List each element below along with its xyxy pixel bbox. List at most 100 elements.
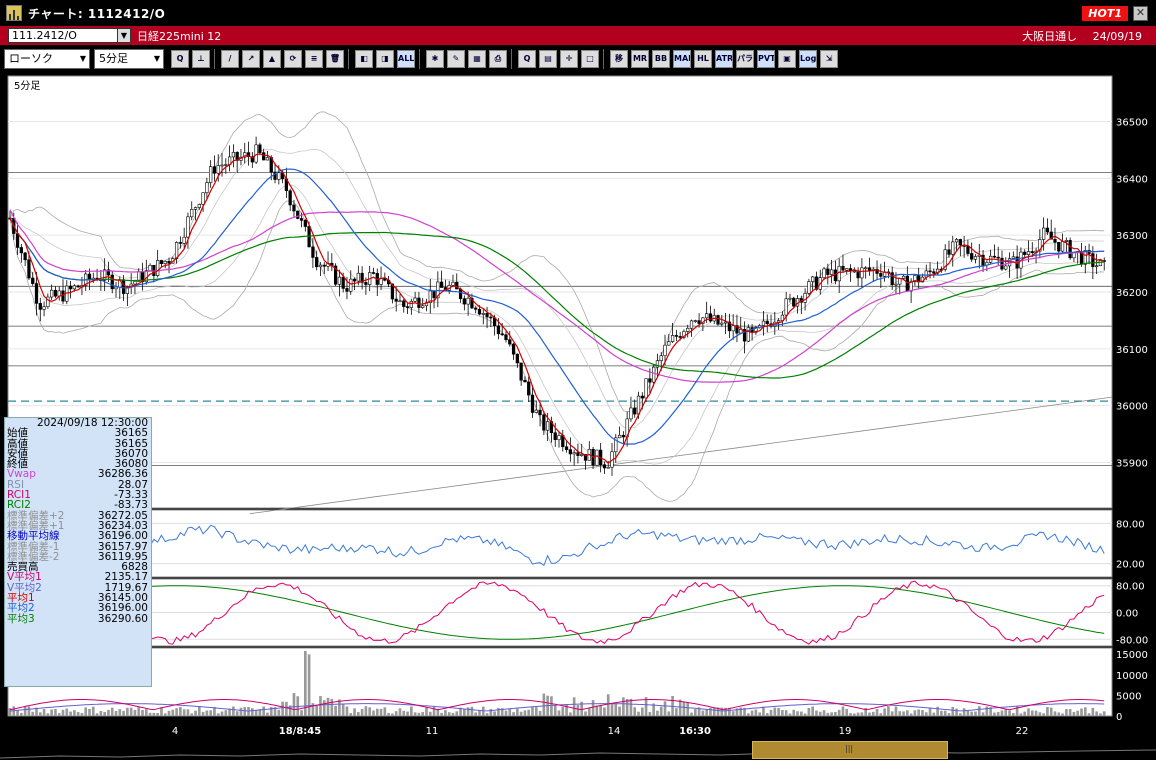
candle-body xyxy=(1030,251,1034,253)
candle-body xyxy=(46,296,50,308)
ma-icon[interactable]: 移 xyxy=(610,50,628,68)
volume-bar xyxy=(781,710,784,716)
candle-body xyxy=(837,265,841,282)
price-tick-label: 36500 xyxy=(1116,117,1148,128)
candle-body xyxy=(292,204,296,212)
cursor-icon[interactable]: ▲ xyxy=(263,50,281,68)
candle-body xyxy=(1057,242,1061,252)
volume-bar xyxy=(186,709,190,716)
candle-body xyxy=(341,276,345,289)
volume-bar xyxy=(254,710,258,716)
atr-icon[interactable]: ATR xyxy=(715,50,733,68)
candle-body xyxy=(356,272,360,282)
volume-bar xyxy=(883,708,886,716)
candle2-icon[interactable]: ◨ xyxy=(376,50,394,68)
export-icon[interactable]: ⇲ xyxy=(820,50,838,68)
volume-bar xyxy=(701,710,705,716)
mr-icon[interactable]: MR xyxy=(631,50,649,68)
volume-bar xyxy=(690,712,693,716)
candle-body xyxy=(614,437,618,453)
volume-bar xyxy=(709,707,712,716)
volume-bar xyxy=(538,710,542,716)
horizontal-scrollbar[interactable]: ||| xyxy=(0,740,1156,760)
volume-bar xyxy=(375,708,379,716)
volume-bar xyxy=(478,710,481,716)
list-icon[interactable]: ≡ xyxy=(305,50,323,68)
volume-bar xyxy=(330,698,334,716)
candle-body xyxy=(190,209,194,218)
volume-bar xyxy=(466,707,470,716)
refresh-icon[interactable]: ⟳ xyxy=(284,50,302,68)
volume-bar xyxy=(837,709,841,716)
volume-bar xyxy=(731,711,735,716)
volume-bar xyxy=(334,705,337,716)
palette-icon[interactable]: ▦ xyxy=(468,50,486,68)
table-icon[interactable]: ▤ xyxy=(539,50,557,68)
volume-bar xyxy=(875,708,879,716)
draw-line-icon[interactable]: / xyxy=(221,50,239,68)
info-value: 28.07 xyxy=(117,478,148,491)
candle-body xyxy=(231,151,236,158)
candle-body xyxy=(602,464,607,469)
volume-bar xyxy=(410,706,413,716)
zoom-icon[interactable]: Q xyxy=(171,50,189,68)
volume-bar xyxy=(807,707,811,716)
candle-body xyxy=(1011,256,1015,259)
toolbar-separator xyxy=(348,49,352,69)
volume-tick-label: 10000 xyxy=(1116,671,1148,682)
candle-body xyxy=(670,335,675,342)
box-icon[interactable]: ▣ xyxy=(778,50,796,68)
trend-tool-icon[interactable]: ↗ xyxy=(242,50,260,68)
volume-bar xyxy=(360,708,364,716)
candle-body xyxy=(860,267,864,279)
interval-select[interactable]: 5分足 ▼ xyxy=(94,49,164,69)
volume-bar xyxy=(815,710,818,716)
volume-bar xyxy=(440,712,443,716)
mae-icon[interactable]: MAE xyxy=(673,50,691,68)
candle-body xyxy=(496,325,501,335)
volume-bar xyxy=(909,713,913,716)
all-icon[interactable]: ALL xyxy=(397,50,415,68)
volume-bar xyxy=(516,708,519,716)
candle-icon[interactable]: ◧ xyxy=(355,50,373,68)
volume-bar xyxy=(902,711,905,716)
print-icon[interactable]: ⎙ xyxy=(489,50,507,68)
log-icon[interactable]: Log xyxy=(799,50,817,68)
search-icon[interactable]: Q xyxy=(518,50,536,68)
bb-icon[interactable]: BB xyxy=(652,50,670,68)
pvt-icon[interactable]: PVT xyxy=(757,50,775,68)
candle-body xyxy=(254,144,258,163)
chart-canvas[interactable]: 5分足 36500 36400 36300 36200 36100 36000 35900 80… xyxy=(0,73,1156,740)
volume-bar xyxy=(728,707,731,716)
chevron-down-icon[interactable]: ▼ xyxy=(118,28,131,43)
wrench-icon[interactable]: ✎ xyxy=(447,50,465,68)
cross-icon[interactable]: ✛ xyxy=(560,50,578,68)
symbol-code-input[interactable]: 111.2412/O xyxy=(8,28,118,43)
candle-body xyxy=(34,283,39,304)
volume-bar xyxy=(712,707,716,716)
info-label: 安値 xyxy=(7,447,28,460)
hl-icon[interactable]: HL xyxy=(694,50,712,68)
close-icon[interactable]: ✕ xyxy=(1133,6,1148,21)
hot-button[interactable]: HOT1 xyxy=(1082,6,1128,21)
chart-type-select[interactable]: ローソク ▼ xyxy=(4,49,90,69)
para-icon[interactable]: パラ xyxy=(736,50,754,68)
scrollbar-thumb[interactable]: ||| xyxy=(752,741,948,759)
settings-icon[interactable]: ✱ xyxy=(426,50,444,68)
info-label: 平均3 xyxy=(7,612,35,625)
candle-body xyxy=(485,313,489,318)
volume-bar xyxy=(644,697,648,716)
volume-bar xyxy=(981,712,985,716)
candle-body xyxy=(133,281,137,285)
blank-icon[interactable]: □ xyxy=(581,50,599,68)
volume-bar xyxy=(1083,707,1087,716)
trash-icon[interactable]: 🗑 xyxy=(326,50,344,68)
volume-bar xyxy=(724,707,727,716)
bar-width-icon[interactable]: ⊥ xyxy=(192,50,210,68)
candle-body xyxy=(1060,241,1065,252)
candle-body xyxy=(352,278,357,282)
chart-area[interactable]: 5分足 36500 36400 36300 36200 36100 36000 35900 80… xyxy=(0,73,1156,740)
volume-bar xyxy=(194,710,197,716)
volume-bar xyxy=(239,707,243,716)
volume-bar xyxy=(989,707,992,716)
